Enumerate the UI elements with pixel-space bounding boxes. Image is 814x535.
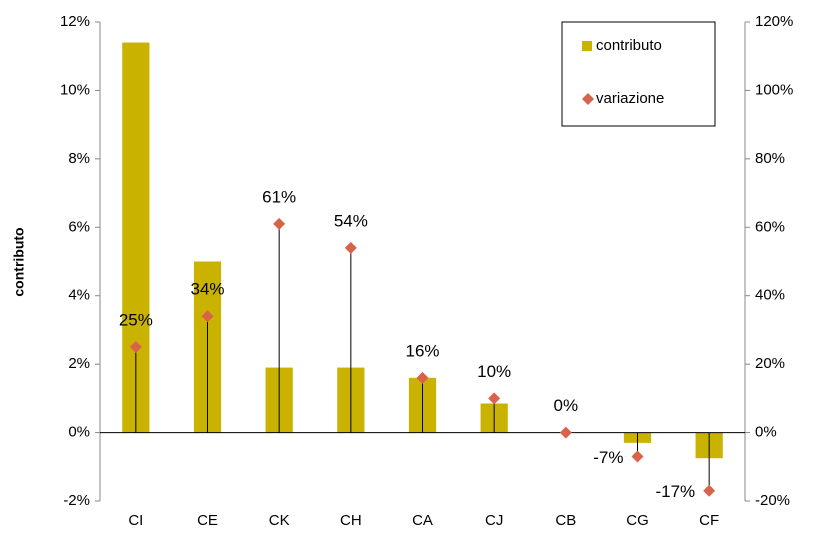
data-label: 34% — [190, 280, 224, 299]
y2-tick-label: 100% — [755, 81, 793, 98]
x-tick-label: CE — [197, 512, 218, 529]
legend-label: contributo — [596, 37, 662, 54]
y-axis-title: contributo — [11, 227, 27, 296]
y2-tick-label: 0% — [755, 424, 777, 441]
legend-label: variazione — [596, 90, 664, 107]
legend-box — [561, 21, 716, 127]
y-tick-label: 4% — [68, 287, 90, 304]
x-tick-label: CH — [340, 512, 362, 529]
data-label: 25% — [119, 311, 153, 330]
y-tick-label: -2% — [63, 492, 90, 509]
data-label: 16% — [405, 341, 439, 360]
y2-tick-label: -20% — [755, 492, 790, 509]
x-tick-label: CK — [269, 512, 290, 529]
data-label: -7% — [593, 448, 623, 467]
y-tick-label: 10% — [60, 81, 90, 98]
data-label: 10% — [477, 362, 511, 381]
legend: contributo variazione — [561, 21, 716, 127]
marker — [559, 426, 572, 439]
data-label: -17% — [655, 482, 695, 501]
y-tick-label: 6% — [68, 218, 90, 235]
y2-tick-label: 60% — [755, 218, 785, 235]
x-tick-label: CB — [555, 512, 576, 529]
y-tick-label: 12% — [60, 13, 90, 30]
y2-tick-label: 20% — [755, 355, 785, 372]
marker — [416, 371, 429, 384]
marker — [488, 392, 501, 405]
x-tick-label: CG — [626, 512, 649, 529]
x-tick-label: CF — [699, 512, 719, 529]
marker — [703, 484, 716, 497]
marker — [201, 310, 214, 323]
x-tick-label: CI — [128, 512, 143, 529]
data-label: 54% — [334, 211, 368, 230]
marker — [631, 450, 644, 463]
x-tick-label: CJ — [485, 512, 503, 529]
legend-swatch — [582, 41, 592, 51]
x-tick-label: CA — [412, 512, 433, 529]
y2-tick-label: 120% — [755, 13, 793, 30]
y-tick-label: 2% — [68, 355, 90, 372]
legend-marker — [582, 93, 594, 105]
y-tick-label: 0% — [68, 424, 90, 441]
marker — [273, 217, 286, 230]
y2-tick-label: 80% — [755, 150, 785, 167]
y2-tick-label: 40% — [755, 287, 785, 304]
marker — [129, 341, 142, 354]
data-label: 61% — [262, 187, 296, 206]
y-tick-label: 8% — [68, 150, 90, 167]
data-label: 0% — [554, 396, 579, 415]
marker — [344, 241, 357, 254]
